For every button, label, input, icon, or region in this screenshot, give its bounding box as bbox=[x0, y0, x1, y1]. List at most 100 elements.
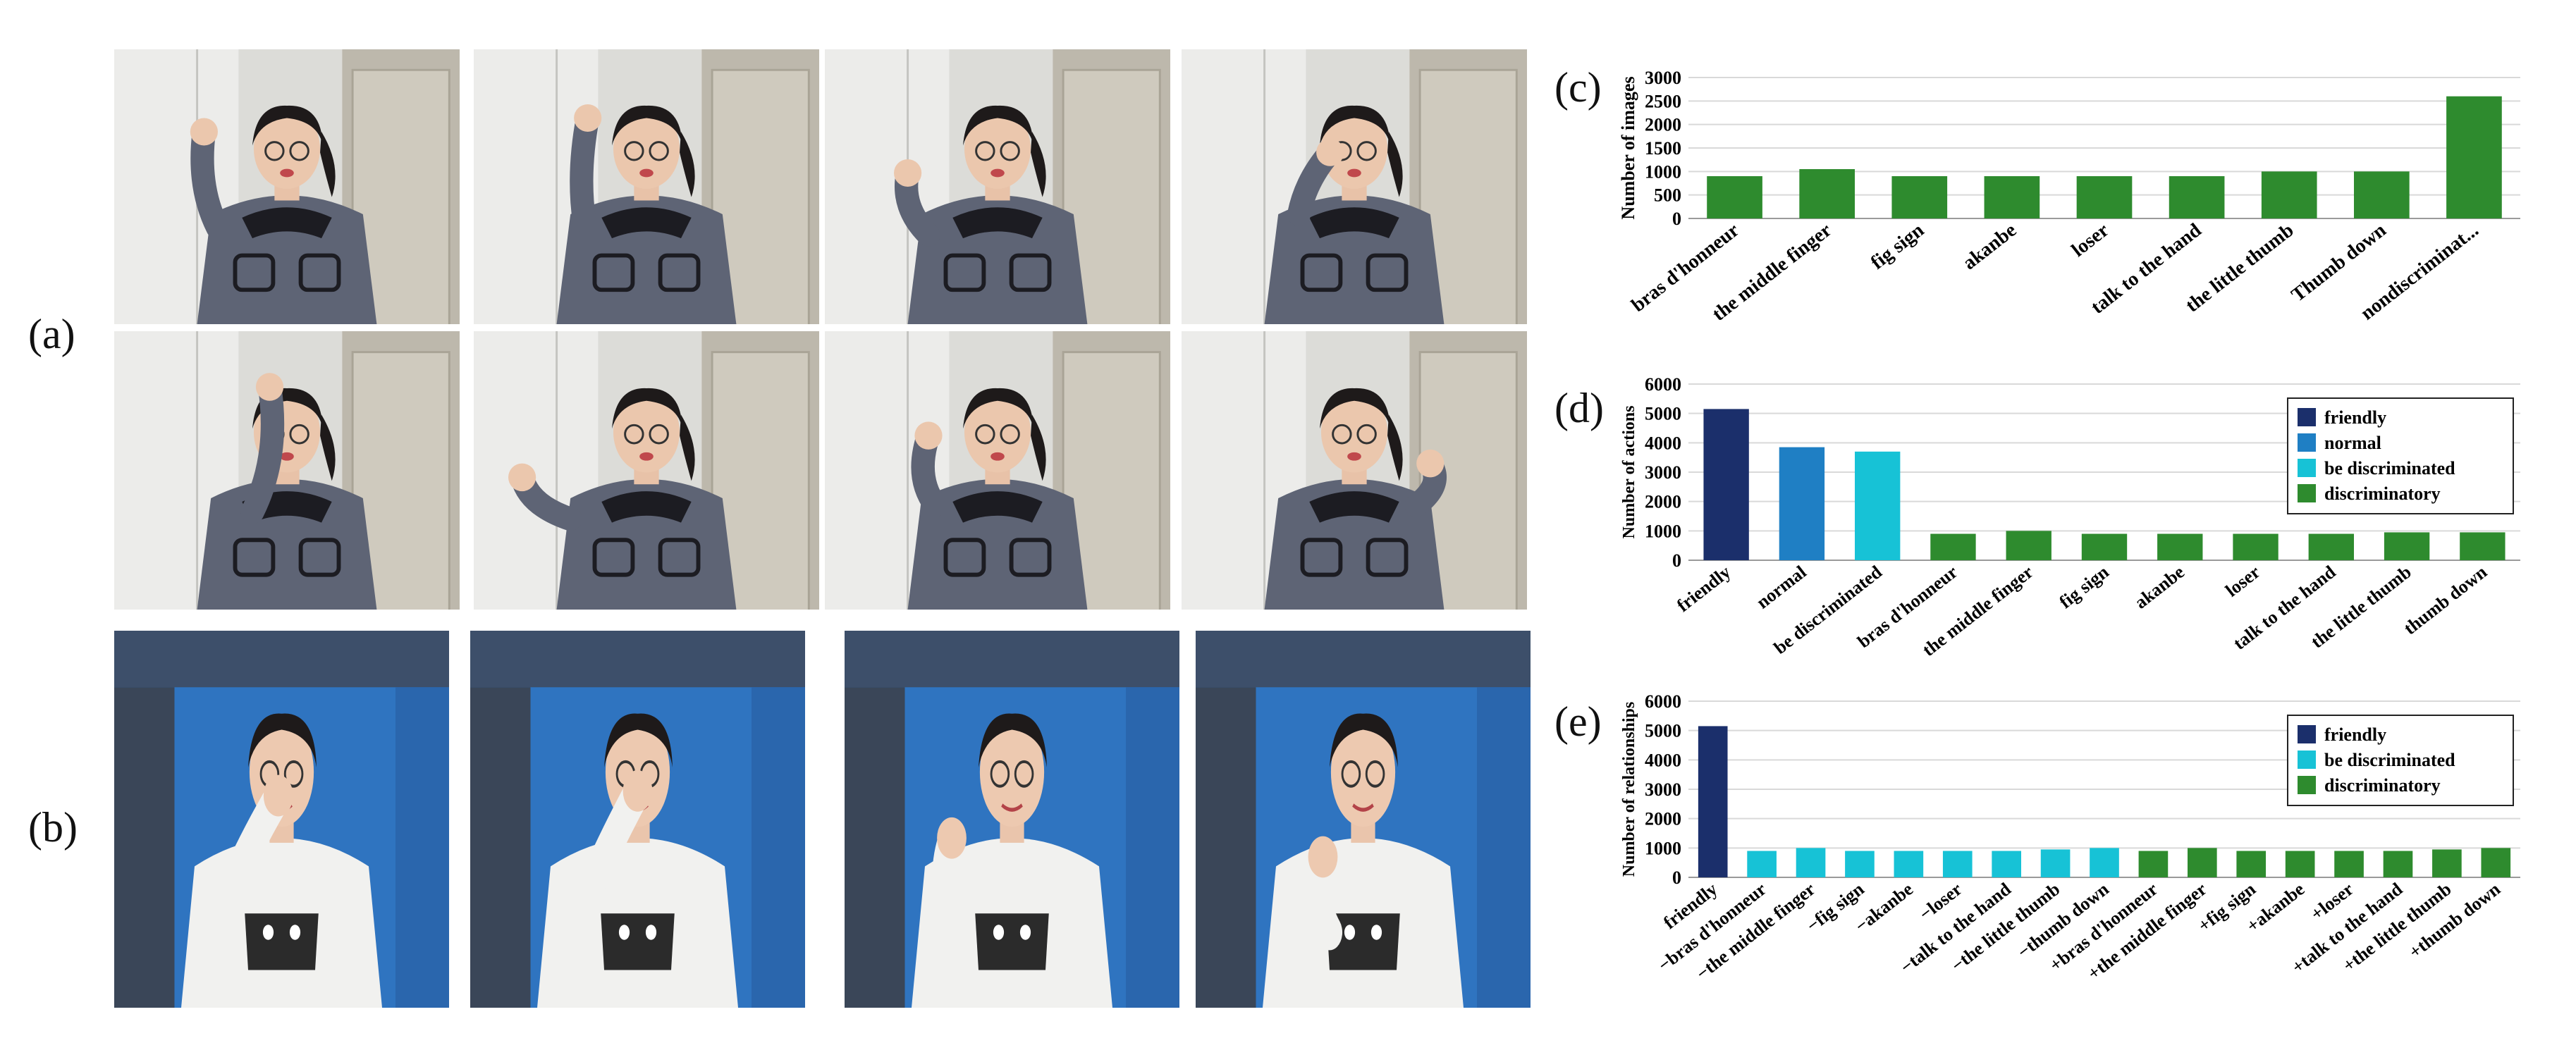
legend-swatch bbox=[2298, 484, 2316, 502]
legend-label: be discriminated bbox=[2324, 750, 2455, 770]
y-tick-label: 3000 bbox=[1645, 68, 1681, 88]
bar bbox=[2169, 176, 2225, 218]
y-tick-label: 4000 bbox=[1645, 433, 1681, 453]
bar bbox=[2157, 533, 2203, 560]
category-label: thumb down bbox=[2400, 562, 2491, 639]
bar bbox=[2446, 96, 2502, 218]
bar bbox=[1894, 851, 1924, 877]
photo-jacket-pose-3 bbox=[825, 49, 1170, 324]
bar bbox=[2383, 851, 2413, 877]
bar bbox=[2261, 171, 2317, 218]
y-axis-label: Number of actions bbox=[1620, 406, 1638, 539]
legend-box bbox=[2287, 397, 2514, 514]
panel-label-d: (d) bbox=[1554, 385, 1604, 431]
category-label: friendly bbox=[1673, 562, 1734, 616]
legend-label: friendly bbox=[2324, 724, 2386, 745]
bar bbox=[1707, 176, 1762, 218]
y-tick-label: 5000 bbox=[1645, 721, 1681, 741]
legend-label: discriminatory bbox=[2324, 775, 2441, 796]
category-label: loser bbox=[2068, 219, 2113, 261]
bar bbox=[2090, 848, 2119, 877]
photo-jacket-pose-1 bbox=[114, 49, 460, 324]
legend-swatch bbox=[2298, 776, 2316, 794]
category-label: akanbe bbox=[1958, 219, 2020, 274]
y-tick-label: 2000 bbox=[1645, 115, 1681, 135]
photo-jacket-pose-5 bbox=[114, 331, 460, 610]
bar bbox=[1779, 447, 1825, 560]
y-tick-label: 6000 bbox=[1645, 374, 1681, 395]
bar bbox=[2384, 532, 2430, 560]
y-tick-label: 0 bbox=[1672, 550, 1681, 571]
y-tick-label: 3000 bbox=[1645, 462, 1681, 483]
panel-label-b: (b) bbox=[28, 804, 78, 851]
bar bbox=[2308, 533, 2354, 560]
y-tick-label: 2000 bbox=[1645, 809, 1681, 829]
y-tick-label: 1000 bbox=[1645, 161, 1681, 182]
legend-label: friendly bbox=[2324, 407, 2386, 428]
y-tick-label: 2500 bbox=[1645, 91, 1681, 111]
photo-hoodie-pose-3 bbox=[845, 631, 1179, 1008]
category-label: akanbe bbox=[2130, 562, 2188, 613]
legend-swatch bbox=[2298, 459, 2316, 477]
y-tick-label: 0 bbox=[1672, 867, 1681, 888]
panel-label-c: (c) bbox=[1554, 64, 1602, 111]
chart-c: 0 500 1000 1500 2000 2500 3000 Number of images… bbox=[1618, 56, 2552, 366]
bar bbox=[1984, 176, 2040, 218]
chart-d: 0 1000 2000 3000 4000 5000 6000 Number of actio… bbox=[1620, 373, 2552, 691]
bar bbox=[2460, 532, 2506, 560]
bar bbox=[1992, 851, 2021, 877]
y-tick-label: 3000 bbox=[1645, 779, 1681, 800]
photo-hoodie-pose-2 bbox=[470, 631, 805, 1008]
bar bbox=[2432, 849, 2462, 877]
bar bbox=[1698, 726, 1728, 877]
photo-hoodie-pose-4 bbox=[1196, 631, 1531, 1008]
y-tick-label: 1000 bbox=[1645, 838, 1681, 858]
bar bbox=[1796, 848, 1826, 877]
legend-swatch bbox=[2298, 725, 2316, 743]
bar bbox=[2236, 851, 2267, 877]
legend-swatch bbox=[2298, 408, 2316, 426]
y-tick-label: 4000 bbox=[1645, 750, 1681, 770]
photo-jacket-pose-2 bbox=[474, 49, 819, 324]
category-label: loser bbox=[2221, 562, 2264, 601]
bar bbox=[2285, 851, 2315, 877]
bar bbox=[1845, 851, 1875, 877]
y-tick-label: 1500 bbox=[1645, 138, 1681, 159]
bar bbox=[2138, 851, 2169, 877]
bar bbox=[2354, 171, 2410, 218]
photo-jacket-pose-7 bbox=[825, 331, 1170, 610]
bar bbox=[1703, 409, 1749, 560]
bar bbox=[2334, 851, 2364, 877]
panel-label-a: (a) bbox=[28, 311, 75, 357]
photo-hoodie-pose-1 bbox=[114, 631, 449, 1008]
y-tick-label: 2000 bbox=[1645, 492, 1681, 512]
bar bbox=[1747, 851, 1777, 877]
panel-label-e: (e) bbox=[1554, 698, 1602, 745]
legend-label: discriminatory bbox=[2324, 483, 2441, 504]
y-axis-label: Number of images bbox=[1618, 76, 1638, 219]
bar bbox=[2481, 848, 2511, 877]
legend-swatch bbox=[2298, 433, 2316, 452]
legend-swatch bbox=[2298, 751, 2316, 769]
bar bbox=[1891, 176, 1948, 218]
bar bbox=[1799, 169, 1855, 218]
photo-jacket-pose-8 bbox=[1182, 331, 1527, 610]
y-tick-label: 6000 bbox=[1645, 691, 1681, 712]
bar bbox=[2006, 531, 2051, 560]
chart-e: 0 1000 2000 3000 4000 5000 6000 Number of relat… bbox=[1620, 691, 2552, 1032]
y-tick-label: 1000 bbox=[1645, 521, 1681, 541]
photo-jacket-pose-6 bbox=[474, 331, 819, 610]
category-label: normal bbox=[1753, 562, 1810, 613]
category-label: fig sign bbox=[2056, 562, 2113, 613]
y-tick-label: 500 bbox=[1654, 185, 1681, 206]
bar bbox=[2076, 176, 2133, 218]
y-tick-label: 5000 bbox=[1645, 404, 1681, 424]
bar bbox=[1942, 851, 1973, 877]
legend-box bbox=[2287, 715, 2514, 806]
category-label: fig sign bbox=[1867, 219, 1928, 274]
y-tick-label: 0 bbox=[1672, 209, 1681, 229]
bar bbox=[2040, 849, 2071, 877]
legend-label: normal bbox=[2324, 433, 2381, 453]
bar bbox=[1855, 451, 1901, 560]
bar bbox=[2081, 533, 2128, 560]
